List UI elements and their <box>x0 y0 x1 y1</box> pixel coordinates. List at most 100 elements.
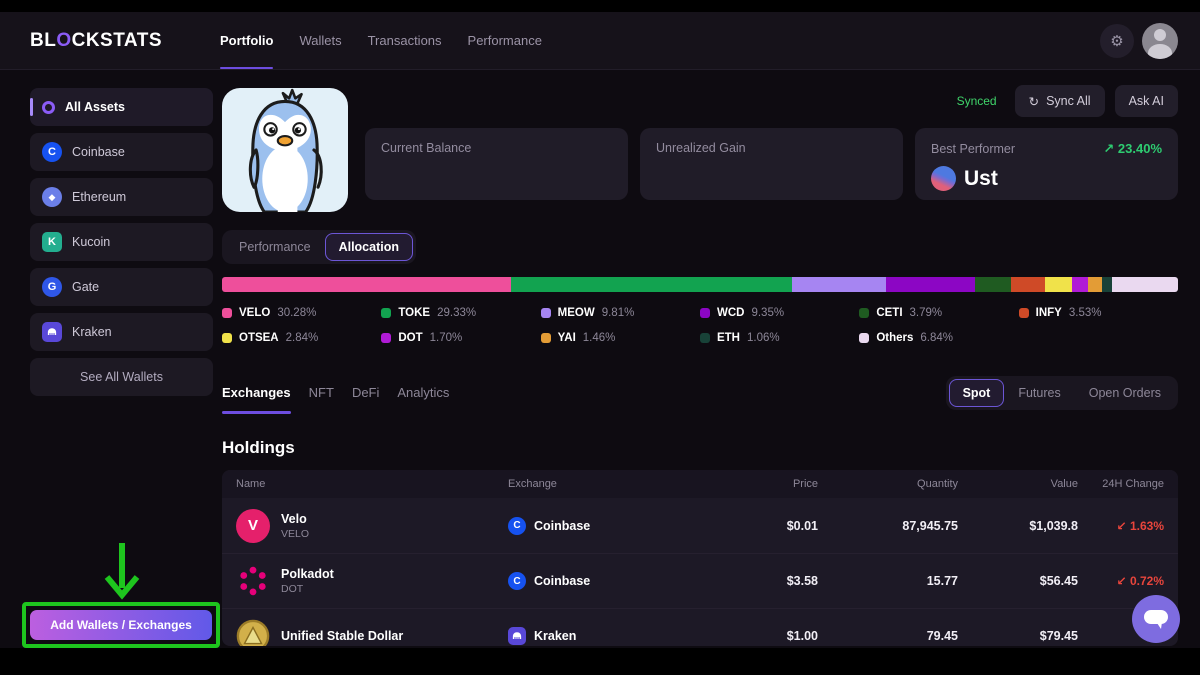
table-row-polkadot[interactable]: Polkadot DOT C Coinbase $3.58 15.77 $56.45 ↙ 0.… <box>222 553 1178 608</box>
allocation-bar-segment-dot[interactable] <box>1072 277 1089 292</box>
exchange-name: Coinbase <box>534 518 591 533</box>
allocation-bar-segment-ceti[interactable] <box>975 277 1012 292</box>
sidebar-item-label: Coinbase <box>72 145 125 159</box>
legend-item-wcd: WCD 9.35% <box>699 307 859 319</box>
legend-item-meow: MEOW 9.81% <box>540 307 700 319</box>
allocation-bar <box>222 277 1178 292</box>
allocation-bar-segment-infy[interactable] <box>1011 277 1045 292</box>
performance-allocation-toggle: Performance Allocation <box>222 230 416 264</box>
tab-nft[interactable]: NFT <box>308 384 334 400</box>
asset-cell: V Velo VELO <box>236 508 508 543</box>
view-option-performance[interactable]: Performance <box>239 240 311 254</box>
sync-actions: Synced ↻ Sync All Ask AI <box>957 85 1178 117</box>
legend-color-swatch <box>540 333 551 343</box>
sidebar-item-kraken[interactable]: Kraken <box>30 313 213 351</box>
legend-label: TOKE <box>398 307 431 319</box>
tab-exchanges[interactable]: Exchanges <box>222 384 291 414</box>
arrow-down-left-icon: ↙ <box>1116 518 1127 533</box>
tab-defi[interactable]: DeFi <box>351 384 380 400</box>
kucoin-icon: K <box>42 232 62 252</box>
legend-percent: 6.84% <box>920 332 954 344</box>
best-performer-coin-icon <box>931 166 956 191</box>
legend-color-swatch <box>859 333 870 343</box>
asset-symbol: VELO <box>281 527 310 540</box>
sidebar-item-gate[interactable]: G Gate <box>30 268 213 306</box>
quantity-cell: 15.77 <box>926 574 958 588</box>
asset-cell: Polkadot DOT <box>236 564 508 598</box>
see-all-wallets-button[interactable]: See All Wallets <box>30 358 213 396</box>
settings-button[interactable]: ⚙ <box>1100 23 1134 58</box>
change-value: 1.63% <box>1126 518 1164 533</box>
add-wallets-exchanges-button[interactable]: Add Wallets / Exchanges <box>30 610 212 640</box>
kraken-icon <box>508 627 526 645</box>
wallet-sidebar: All Assets C Coinbase ◆ Ethereum K Kucoin G Gate… <box>30 70 213 648</box>
holdings-table-header: Name Exchange Price Quantity Value 24H Change <box>222 470 1178 498</box>
allocation-bar-segment-others[interactable] <box>1112 277 1178 292</box>
allocation-bar-segment-meow[interactable] <box>791 277 886 292</box>
profile-nft-image <box>222 88 348 212</box>
velo-icon: V <box>236 508 270 543</box>
change-cell: ↙ 0.72% <box>1078 574 1164 588</box>
unrealized-gain-card: Unrealized Gain <box>640 128 903 200</box>
legend-color-swatch <box>540 308 551 318</box>
asset-name: Polkadot <box>281 567 334 581</box>
market-option-spot[interactable]: Spot <box>948 379 1005 407</box>
legend-label: YAI <box>557 332 576 344</box>
legend-item-toke: TOKE 29.33% <box>381 307 540 319</box>
change-value: 0.72% <box>1126 574 1164 588</box>
allocation-bar-segment-wcd[interactable] <box>885 277 976 292</box>
allocation-legend: VELO 30.28% TOKE 29.33% MEOW 9.81% WCD 9.35% CET… <box>222 307 1178 344</box>
legend-percent: 1.06% <box>746 332 780 344</box>
allocation-bar-segment-yai[interactable] <box>1088 277 1103 292</box>
arrow-down-left-icon: ↙ <box>1116 574 1127 588</box>
ask-ai-button[interactable]: Ask AI <box>1114 85 1178 117</box>
allocation-bar-segment-eth[interactable] <box>1102 277 1113 292</box>
exchange-name: Kraken <box>534 629 577 643</box>
price-cell: $1.00 <box>786 629 818 643</box>
legend-label: INFY <box>1035 307 1062 319</box>
gear-icon: ⚙ <box>1110 32 1124 50</box>
exchange-cell: C Coinbase <box>508 516 708 535</box>
asset-name: Unified Stable Dollar <box>281 629 404 643</box>
allocation-bar-segment-otsea[interactable] <box>1044 277 1073 292</box>
sidebar-item-kucoin[interactable]: K Kucoin <box>30 223 213 261</box>
sidebar-item-coinbase[interactable]: C Coinbase <box>30 133 213 171</box>
view-option-allocation[interactable]: Allocation <box>324 233 413 261</box>
nav-tab-portfolio[interactable]: Portfolio <box>220 12 274 69</box>
nav-tab-performance[interactable]: Performance <box>467 33 542 48</box>
refresh-icon: ↻ <box>1028 94 1040 109</box>
sync-status: Synced <box>956 94 997 108</box>
exchange-cell: Kraken <box>508 627 708 645</box>
best-performer-change: ↗ 23.40% <box>1103 141 1162 156</box>
legend-label: ETH <box>716 332 740 344</box>
legend-percent: 9.35% <box>751 307 785 319</box>
brand-logo: BLOCKSTATS <box>30 29 163 51</box>
chat-widget-button[interactable] <box>1132 595 1180 643</box>
table-row-velo[interactable]: V Velo VELO C Coinbase $0.01 87,945.75 $1,039.8… <box>222 498 1178 553</box>
user-avatar[interactable] <box>1142 22 1178 59</box>
legend-color-swatch <box>859 308 870 318</box>
asset-symbol: DOT <box>281 583 304 595</box>
sync-all-button[interactable]: ↻ Sync All <box>1014 85 1105 117</box>
market-option-futures[interactable]: Futures <box>1018 386 1061 400</box>
legend-item-ceti: CETI 3.79% <box>859 307 1018 319</box>
unrealized-gain-label: Unrealized Gain <box>656 141 746 155</box>
polkadot-icon <box>236 564 270 598</box>
legend-label: Others <box>876 332 914 344</box>
sidebar-item-label: Gate <box>72 280 100 294</box>
legend-label: VELO <box>239 307 271 319</box>
allocation-bar-segment-velo[interactable] <box>222 277 512 292</box>
nav-tab-transactions[interactable]: Transactions <box>367 33 442 48</box>
usd-coin-icon <box>236 619 270 646</box>
coinbase-icon: C <box>508 516 526 535</box>
market-option-open-orders[interactable]: Open Orders <box>1088 386 1161 400</box>
nav-tab-wallets[interactable]: Wallets <box>299 33 342 48</box>
change-cell: ↙ 1.63% <box>1078 519 1164 533</box>
sidebar-item-ethereum[interactable]: ◆ Ethereum <box>30 178 213 216</box>
table-row-unified-stable-dollar[interactable]: Unified Stable Dollar Kraken $1.00 79.45 $79… <box>222 608 1178 646</box>
tab-analytics[interactable]: Analytics <box>397 384 450 400</box>
legend-percent: 30.28% <box>277 307 317 319</box>
sidebar-item-all-assets[interactable]: All Assets <box>30 88 213 126</box>
see-all-wallets-label: See All Wallets <box>80 370 163 384</box>
allocation-bar-segment-toke[interactable] <box>511 277 792 292</box>
